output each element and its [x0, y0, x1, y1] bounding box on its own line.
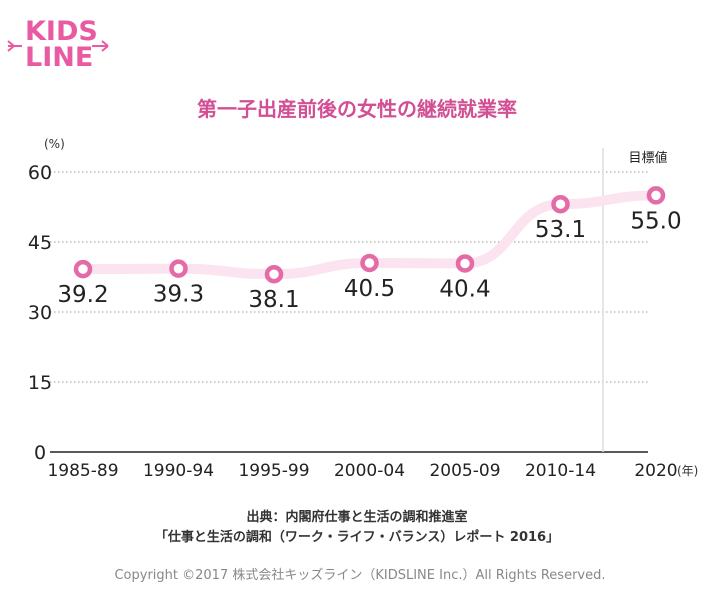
y-axis-unit: (%) — [44, 137, 65, 151]
gridlines — [50, 171, 648, 453]
y-tick-label: 60 — [28, 162, 52, 184]
data-point — [73, 259, 93, 279]
x-tick-label: 2010-14 — [525, 461, 596, 481]
logo-text-kids: KIDS — [25, 16, 98, 47]
data-label: 40.4 — [439, 276, 490, 302]
x-tick-label: 1985-89 — [47, 461, 118, 481]
chart-title: 第一子出産前後の女性の継続就業率 — [197, 97, 517, 121]
x-tick-label: 1990-94 — [143, 461, 214, 481]
x-tick-label: 1995-99 — [238, 461, 309, 481]
y-tick-label: 15 — [28, 372, 52, 394]
y-tick-labels: 0 15 30 45 60 — [28, 162, 52, 464]
target-label: 目標値 — [628, 150, 667, 166]
copyright-text: Copyright ©2017 株式会社キッズライン（KIDSLINE Inc.… — [114, 567, 605, 583]
logo-text-line: LINE — [25, 42, 93, 73]
data-label: 53.1 — [535, 217, 586, 243]
y-tick-label: 0 — [34, 442, 46, 464]
data-point — [169, 259, 188, 278]
source-line-2: 「仕事と生活の調和（ワーク・ライフ・バランス）レポート 2016」 — [155, 529, 559, 545]
data-points: 39.2 39.3 38.1 40.5 40.4 53.1 55.0 — [57, 186, 682, 313]
source-line-1: 出典：内閣府仕事と生活の調和推進室 — [246, 509, 467, 525]
y-tick-label: 30 — [28, 302, 52, 324]
data-label: 40.5 — [344, 276, 395, 302]
x-tick-label: 2000-04 — [334, 461, 405, 481]
data-point — [455, 254, 475, 273]
x-tick-label: 2005-09 — [429, 461, 500, 481]
y-tick-label: 45 — [28, 232, 52, 254]
x-tick-label: 2020 — [634, 461, 677, 481]
arrow-sparkle-icon — [7, 40, 109, 52]
data-label: 39.2 — [57, 282, 108, 308]
x-axis-unit: (年) — [677, 464, 698, 478]
data-point — [360, 253, 379, 273]
x-tick-labels: 1985-89 1990-94 1995-99 2000-04 2005-09 2010-… — [47, 461, 677, 481]
data-point — [646, 186, 666, 205]
data-label: 38.1 — [248, 287, 299, 313]
data-point — [551, 194, 570, 214]
data-point — [264, 264, 284, 284]
data-label: 55.0 — [630, 208, 681, 234]
data-label: 39.3 — [153, 282, 204, 308]
kidsline-logo: KIDS LINE — [7, 16, 109, 73]
